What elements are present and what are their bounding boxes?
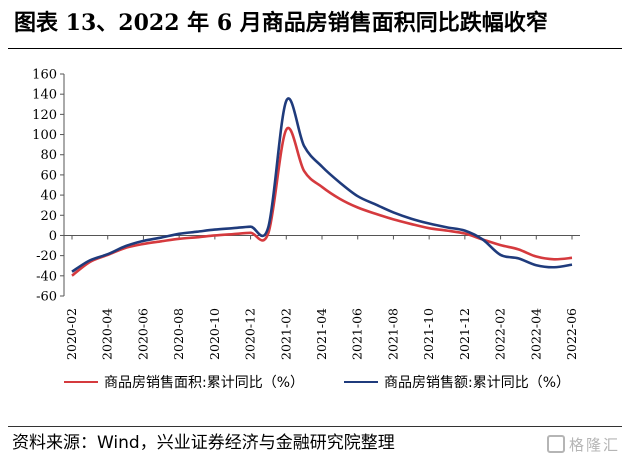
- legend-label-amount: 商品房销售额:累计同比（%）: [384, 375, 571, 391]
- y-tick-label: 100: [32, 128, 57, 143]
- x-tick-label: 2021-08: [385, 308, 400, 360]
- x-axis-ticks: 2020-02 2020-04 2020-06 2020-08 2020-10 2020-…: [64, 235, 579, 360]
- x-tick-label: 2020-08: [171, 308, 186, 360]
- legend-swatch-amount: [344, 381, 378, 383]
- y-tick-label: 140: [32, 88, 57, 103]
- y-tick-label: 60: [40, 168, 57, 183]
- x-tick-label: 2020-02: [64, 308, 79, 360]
- x-tick-label: 2021-04: [314, 308, 329, 360]
- title-divider: [8, 48, 622, 49]
- x-tick-label: 2022-06: [564, 308, 579, 360]
- page-title: 图表 13、2022 年 6 月商品房销售面积同比跌幅收窄: [14, 10, 548, 36]
- x-tick-label: 2021-12: [457, 308, 472, 360]
- y-tick-label: -20: [36, 249, 57, 264]
- x-tick-label: 2022-04: [528, 308, 543, 360]
- y-tick-label: -60: [36, 290, 57, 305]
- x-tick-label: 2020-04: [100, 308, 115, 360]
- y-tick-label: -40: [36, 269, 57, 284]
- y-tick-label: 120: [32, 108, 57, 123]
- chart-axes: [63, 74, 580, 296]
- watermark-icon: [546, 435, 565, 453]
- footer-divider: [8, 426, 622, 427]
- x-tick-label: 2021-10: [421, 308, 436, 360]
- y-tick-label: 20: [40, 209, 57, 224]
- y-tick-label: 80: [40, 148, 57, 163]
- legend-item-amount: 商品房销售额:累计同比（%）: [344, 372, 570, 392]
- x-tick-label: 2020-06: [135, 308, 150, 360]
- y-tick-label: 40: [40, 189, 57, 204]
- x-tick-label: 2022-02: [493, 308, 508, 360]
- watermark-logo: 格隆汇: [546, 432, 620, 456]
- source-note: 资料来源：Wind，兴业证券经济与金融研究院整理: [12, 433, 395, 453]
- x-tick-label: 2020-12: [243, 308, 258, 360]
- legend-item-area: 商品房销售面积:累计同比（%）: [64, 372, 304, 392]
- chart-legend: 商品房销售面积:累计同比（%） 商品房销售额:累计同比（%）: [0, 372, 630, 396]
- legend-swatch-area: [64, 381, 98, 383]
- y-tick-label: 0: [49, 229, 57, 244]
- x-tick-label: 2020-10: [207, 308, 222, 360]
- y-axis-ticks: -60 -40 -20 0 20 40 60 80 100 120 140 160: [32, 68, 64, 305]
- series-line-area: [71, 126, 573, 277]
- chart-series: [71, 97, 573, 277]
- series-line-amount: [71, 97, 573, 273]
- x-tick-label: 2021-02: [278, 308, 293, 360]
- legend-label-area: 商品房销售面积:累计同比（%）: [104, 375, 305, 391]
- x-tick-label: 2021-06: [350, 308, 365, 360]
- watermark-text: 格隆汇: [568, 435, 620, 454]
- y-tick-label: 160: [32, 68, 57, 83]
